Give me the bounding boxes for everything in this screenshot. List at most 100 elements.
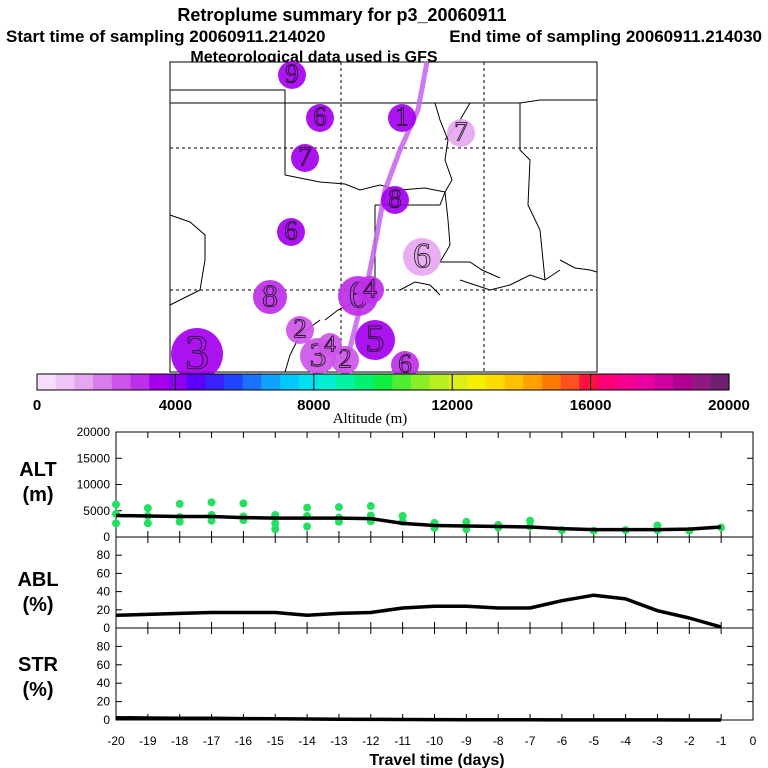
plume-markers: 967618768364253624 <box>171 58 475 380</box>
colorbar-cell <box>448 374 468 390</box>
y-tick-label: 40 <box>97 676 111 690</box>
colorbar-tick-label: 20000 <box>708 397 750 414</box>
series-line <box>115 513 722 532</box>
plume-marker-dot <box>306 104 334 132</box>
spread-point <box>207 498 216 507</box>
series-line <box>115 715 722 722</box>
plume-marker-dot <box>318 333 342 357</box>
colorbar-cell <box>55 374 76 390</box>
end-time-label: End time of sampling 20060911.214030 <box>449 27 762 46</box>
plume-marker-dot <box>447 119 475 147</box>
plume-marker-dot <box>356 276 384 304</box>
colorbar-cell <box>373 374 393 390</box>
x-tick-label: -20 <box>107 734 125 748</box>
map-gridlines <box>170 62 597 372</box>
plume-marker-dot <box>355 320 395 360</box>
y-tick-label: 20 <box>97 603 111 617</box>
colorbar-tick-label: 16000 <box>570 397 612 414</box>
plume-marker: 2 <box>286 313 314 344</box>
plume-marker-dot <box>253 280 287 314</box>
plume-marker-day: 6 <box>284 216 298 246</box>
x-tick-label: 0 <box>750 734 757 748</box>
plume-marker: 6 <box>277 215 305 246</box>
figure-title: Retroplume summary for p3_20060911 <box>177 5 506 25</box>
x-tick-label: -3 <box>652 734 663 748</box>
colorbar-cell <box>205 374 225 390</box>
plume-marker-day: 2 <box>338 344 352 374</box>
plume-marker-day: 5 <box>366 318 385 360</box>
spread-point <box>303 522 312 531</box>
colorbar-axis-label: Altitude (m) <box>333 411 408 427</box>
x-tick-label: -12 <box>362 734 380 748</box>
plume-marker-day: 3 <box>185 324 210 379</box>
spread-point <box>462 517 471 526</box>
x-tick-label: -1 <box>716 734 727 748</box>
y-tick-label: 60 <box>97 658 111 672</box>
map-panel: 967618768364253624 <box>169 58 598 380</box>
colorbar-cell <box>37 374 57 390</box>
plume-marker: 6 <box>391 348 419 379</box>
spread-point <box>526 516 535 525</box>
colorbar-cell <box>186 374 206 390</box>
plume-marker-dot <box>388 104 416 132</box>
colorbar-cell <box>429 374 450 390</box>
colorbar-tick-label: 8000 <box>297 397 330 414</box>
colorbar-cell <box>130 374 150 390</box>
plume-marker-day: 1 <box>395 102 409 132</box>
x-tick-label: -14 <box>298 734 316 748</box>
colorbar-cell <box>541 374 562 390</box>
spread-point <box>334 503 343 512</box>
altitude-colorbar: 0 4000 8000 12000 16000 20000 Altitude (m) <box>33 373 750 427</box>
spread-point <box>175 499 184 508</box>
colorbar-cell <box>710 374 730 390</box>
panel-ylabel-name: STR <box>18 654 59 676</box>
x-tick-label: -13 <box>330 734 348 748</box>
plume-marker: 5 <box>355 318 395 360</box>
panel-ylabel-name: ALT <box>19 459 56 481</box>
colorbar-cell <box>74 374 94 390</box>
y-tick-label: 15000 <box>77 451 111 465</box>
colorbar-cell <box>261 374 281 390</box>
x-tick-label: -17 <box>203 734 221 748</box>
spread-point <box>143 504 152 513</box>
panel-ylabel-unit: (%) <box>22 679 53 701</box>
colorbar-cell <box>485 374 506 390</box>
plume-marker-day: 2 <box>293 314 307 344</box>
plume-marker-day: 7 <box>298 142 312 172</box>
colorbar-cell <box>560 374 580 390</box>
x-tick-label: -9 <box>461 734 472 748</box>
x-tick-label: -19 <box>139 734 157 748</box>
plume-marker-dot <box>391 351 419 379</box>
x-tick-label: -4 <box>620 734 631 748</box>
panel-ylabel-unit: (%) <box>22 594 53 616</box>
x-tick-label: -2 <box>684 734 695 748</box>
series-line <box>115 593 722 629</box>
colorbar-cell <box>167 374 188 390</box>
plume-marker: 4 <box>356 273 384 304</box>
plume-marker: 8 <box>381 183 409 214</box>
colorbar-tick-label: 4000 <box>159 397 192 414</box>
y-tick-label: 0 <box>103 530 110 544</box>
y-tick-label: 20000 <box>77 425 111 439</box>
panel-str: STR (%) 0 20 40 60 80 <box>18 627 754 727</box>
colorbar-cell <box>672 374 693 390</box>
colorbar-cell <box>616 374 637 390</box>
y-tick-label: 10000 <box>77 478 111 492</box>
plume-marker-day: 6 <box>413 235 431 275</box>
x-tick-label: -15 <box>267 734 285 748</box>
x-tick-label: -18 <box>171 734 189 748</box>
plume-marker: 1 <box>388 101 416 132</box>
plume-marker-day: 7 <box>454 117 468 147</box>
y-tick-label: 40 <box>97 585 111 599</box>
plume-marker-day: 9 <box>285 59 299 89</box>
colorbar-cell <box>336 374 356 390</box>
spread-point <box>271 525 280 534</box>
spread-point <box>303 503 312 512</box>
plume-marker-day: 4 <box>324 332 336 357</box>
panel-frame <box>115 627 754 721</box>
panel-abl: ABL (%) 0 20 40 60 80 <box>17 536 754 635</box>
plume-marker-dot <box>286 316 314 344</box>
colorbar-cell <box>635 374 655 390</box>
x-tick-label: -16 <box>235 734 253 748</box>
y-tick-label: 20 <box>97 695 111 709</box>
